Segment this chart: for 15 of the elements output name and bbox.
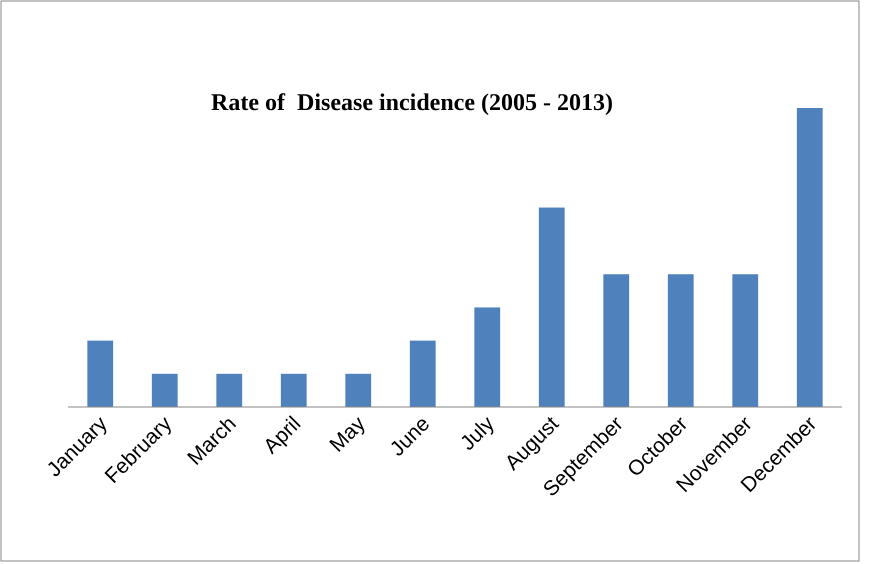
x-tick-label: July: [456, 412, 500, 455]
x-tick-label: May: [325, 412, 370, 457]
bar: [345, 374, 372, 407]
bar: [603, 274, 630, 407]
bar: [538, 208, 565, 407]
bar: [280, 374, 307, 407]
bar: [668, 274, 694, 407]
chart-title: Rate of Disease incidence (2005 - 2013): [211, 90, 613, 116]
bar: [410, 340, 436, 407]
bar: [474, 307, 500, 407]
bar: [732, 274, 758, 407]
bar: [87, 340, 114, 407]
bar: [216, 374, 242, 407]
bar: [152, 374, 178, 407]
bar: [796, 108, 823, 407]
